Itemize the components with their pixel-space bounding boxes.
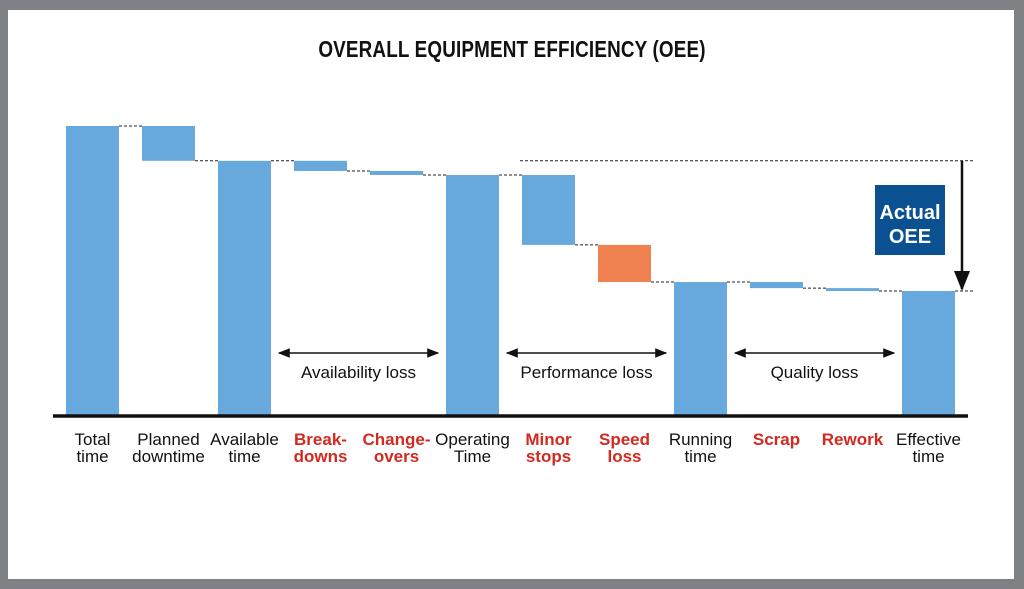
category-label: time	[912, 447, 944, 466]
bar-runningtime	[674, 282, 727, 416]
category-label: Planned	[137, 430, 199, 449]
bar-availabletime	[218, 160, 271, 416]
category-label: Break-	[294, 430, 347, 449]
bar-totaltime	[66, 126, 119, 416]
category-label: time	[228, 447, 260, 466]
category-label: Available	[210, 430, 279, 449]
range-label: Quality loss	[771, 363, 859, 382]
category-label: overs	[374, 447, 419, 466]
bar-operatingtime	[446, 175, 499, 416]
bar-speedloss	[598, 244, 651, 283]
category-label: time	[684, 447, 716, 466]
chart-title: OVERALL EQUIPMENT EFFICIENCY (OEE)	[318, 36, 706, 62]
bar-breakdowns	[294, 160, 347, 171]
category-label: downs	[294, 447, 348, 466]
category-label: Speed	[599, 430, 650, 449]
category-label: Operating	[435, 430, 510, 449]
bar-planneddowntime	[142, 126, 195, 161]
category-label: Total	[75, 430, 111, 449]
actual-oee-label: Actual	[879, 202, 940, 224]
chart-panel	[8, 10, 1014, 579]
category-label: Rework	[822, 430, 884, 449]
category-label: time	[76, 447, 108, 466]
bar-minorstops	[522, 175, 575, 245]
bar-changeovers	[370, 170, 423, 176]
category-label: Scrap	[753, 430, 800, 449]
category-label: Minor	[525, 430, 572, 449]
category-label: Change-	[363, 430, 431, 449]
actual-oee-label: OEE	[889, 226, 931, 248]
range-label: Availability loss	[301, 363, 416, 382]
category-label: Effective	[896, 430, 961, 449]
category-label: downtime	[132, 447, 205, 466]
category-label: Time	[454, 447, 491, 466]
category-label: Running	[669, 430, 732, 449]
category-label: stops	[526, 447, 571, 466]
bar-rework	[826, 288, 879, 292]
actual-oee-box	[875, 185, 945, 255]
bar-scrap	[750, 282, 803, 289]
range-label: Performance loss	[520, 363, 652, 382]
category-label: loss	[607, 447, 641, 466]
bar-effectivetime	[902, 291, 955, 416]
